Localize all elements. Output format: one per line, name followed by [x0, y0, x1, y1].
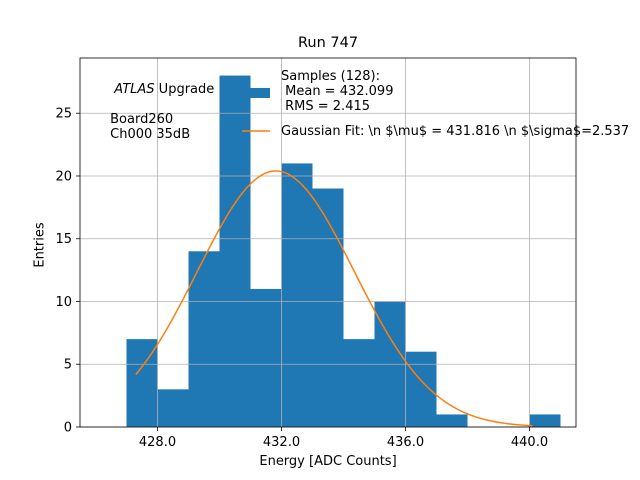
experiment-suffix: Upgrade	[154, 82, 215, 97]
board-channel-lines: Board260 Ch000 35dB	[110, 112, 191, 142]
y-axis-label: Entries	[32, 222, 48, 268]
histogram-bar	[219, 75, 251, 428]
plot-frame	[79, 57, 577, 428]
ticks-group: 428.0 432.0 436.0 440.0 0 5 10 15 20 25	[55, 107, 548, 450]
legend-fit-label: Gaussian Fit: \n $\mu$ = 431.816 \n $\si…	[281, 124, 630, 139]
chart-title: Run 747	[297, 35, 359, 51]
experiment-name: ATLAS	[114, 82, 155, 97]
histogram-bar	[405, 351, 437, 427]
bars-group	[126, 75, 561, 428]
x-tick-label: 440.0	[511, 435, 548, 450]
legend-samples-swatch	[250, 88, 270, 98]
histogram-bar	[343, 339, 375, 427]
histogram-bar	[436, 414, 468, 427]
y-tick-label: 0	[64, 421, 72, 436]
histogram-bar	[126, 339, 158, 427]
legend-samples-label: Samples (128): Mean = 432.099 RMS = 2.41…	[281, 69, 394, 114]
y-tick-label: 5	[64, 358, 72, 373]
x-tick-label: 428.0	[139, 435, 176, 450]
histogram-bar	[312, 188, 344, 427]
atlas-annotation: ATLAS Upgrade Board260 Ch000 35dB	[106, 67, 214, 157]
histogram-bar	[250, 288, 282, 427]
histogram-bar	[529, 414, 561, 427]
x-axis-label: Energy [ADC Counts]	[259, 454, 397, 469]
histogram-bar	[188, 251, 220, 427]
x-tick-label: 432.0	[263, 435, 300, 450]
x-tick-label: 436.0	[387, 435, 424, 450]
gaussian-fit-curve	[135, 170, 533, 427]
y-tick-label: 10	[55, 295, 72, 310]
y-tick-label: 15	[55, 232, 72, 247]
y-tick-label: 25	[55, 107, 72, 122]
histogram-bar	[281, 163, 313, 427]
histogram-bar	[157, 389, 189, 427]
y-tick-label: 20	[55, 169, 72, 184]
